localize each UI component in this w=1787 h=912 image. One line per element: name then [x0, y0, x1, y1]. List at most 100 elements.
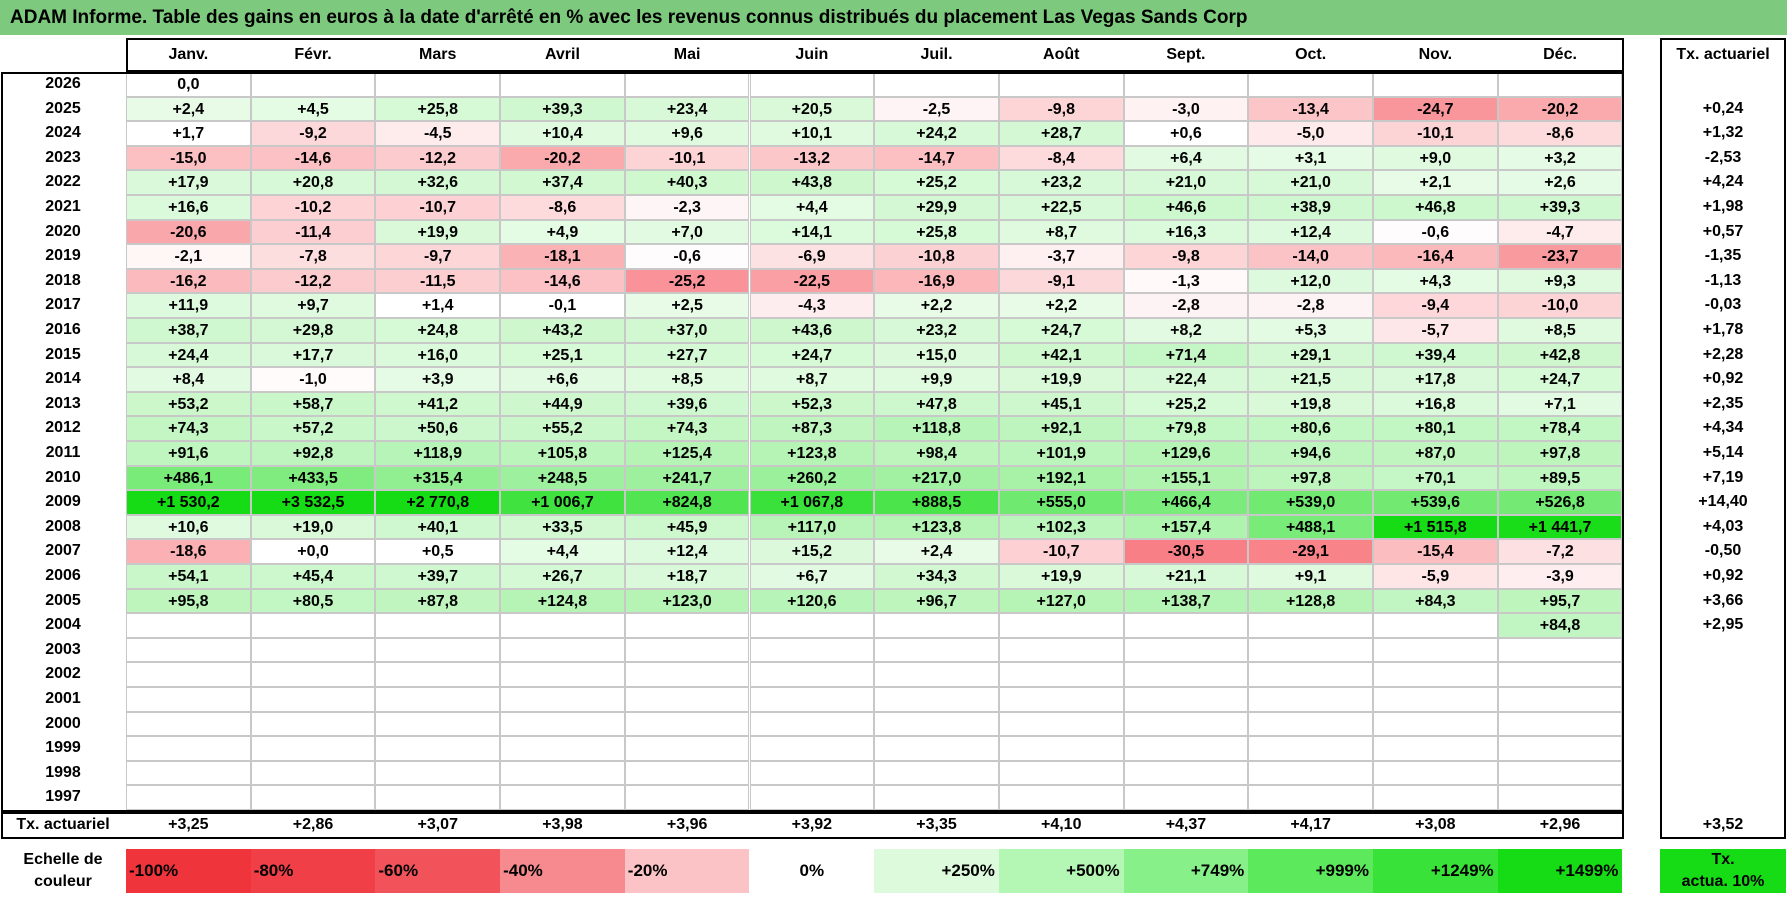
table-cell: +32,6 [375, 170, 501, 195]
color-scale-label: Echelle de couleur [0, 849, 126, 893]
table-cell: +10,4 [500, 121, 625, 146]
table-cell: +1,4 [375, 293, 501, 318]
year-rate: +0,92 [1702, 370, 1744, 388]
table-cell: +25,8 [375, 96, 501, 122]
table-cell: +26,7 [500, 564, 625, 589]
table-cell: +87,0 [1373, 441, 1498, 466]
table-cell [1248, 613, 1373, 638]
table-cell: +129,6 [1123, 441, 1249, 466]
table-cell: +6,4 [1123, 145, 1249, 171]
table-cell: +15,2 [749, 539, 875, 564]
year-rate: +3,66 [1702, 591, 1744, 609]
table-cell: +5,3 [1248, 318, 1373, 343]
table-cell: +50,6 [375, 416, 501, 441]
year-label: 2026 [45, 75, 81, 92]
table-cell: -23,7 [1497, 244, 1623, 269]
table-cell: +53,2 [126, 391, 251, 417]
table-cell: +8,5 [624, 367, 750, 392]
table-cell [250, 711, 376, 737]
table-cell [375, 736, 501, 761]
table-cell [749, 72, 875, 97]
color-scale-swatch: -40% [500, 849, 625, 893]
table-cell: -9,2 [250, 121, 376, 146]
table-cell [874, 760, 999, 786]
table-cell: -10,0 [1497, 293, 1623, 318]
table-cell: +24,7 [998, 318, 1124, 343]
table-cell: +123,0 [624, 588, 750, 614]
table-cell: +12,0 [1248, 268, 1373, 294]
year-label: 2011 [45, 444, 81, 461]
month-header: Sept. [1166, 46, 1206, 63]
table-cell: +2,2 [874, 293, 999, 318]
table-cell: +192,1 [998, 465, 1124, 491]
table-cell: +16,6 [126, 195, 251, 220]
year-label: 2005 [45, 591, 81, 609]
color-scale-label-line1: Echelle de [23, 851, 103, 868]
table-cell [1123, 711, 1249, 737]
table-cell: +7,1 [1497, 391, 1623, 417]
table-cell: +91,6 [126, 441, 251, 466]
table-cell: +539,0 [1248, 490, 1373, 515]
footer-rate-cell: +4,10 [1040, 816, 1082, 833]
table-cell: +4,9 [500, 219, 625, 245]
table-cell [500, 785, 625, 810]
table-cell: +16,3 [1123, 219, 1249, 245]
table-cell: -10,1 [1373, 121, 1498, 146]
table-cell: +89,5 [1497, 465, 1623, 491]
table-cell: -14,6 [250, 145, 376, 171]
table-cell [500, 711, 625, 737]
table-cell: +824,8 [624, 490, 750, 515]
table-cell [624, 637, 750, 663]
table-cell: +39,3 [500, 96, 625, 122]
year-rate [1660, 662, 1786, 687]
table-cell [1373, 72, 1498, 97]
year-rate: -0,03 [1704, 296, 1742, 314]
table-cell: +9,3 [1497, 268, 1623, 294]
table-cell: +118,8 [874, 416, 999, 441]
table-cell [1248, 785, 1373, 810]
table-cell: +8,2 [1123, 318, 1249, 343]
table-cell: +78,4 [1497, 416, 1623, 441]
table-cell [874, 711, 999, 737]
year-label: 2000 [45, 714, 81, 732]
table-cell: +23,4 [624, 96, 750, 122]
table-cell: -4,5 [375, 121, 501, 146]
table-cell [375, 613, 501, 638]
table-cell: +7,0 [624, 219, 750, 245]
table-cell: -8,6 [1497, 121, 1623, 146]
table-cell: +123,8 [874, 514, 999, 540]
table-cell: +888,5 [874, 490, 999, 515]
year-label: 2003 [45, 640, 81, 658]
table-cell: +102,3 [998, 514, 1124, 540]
month-header: Janv. [168, 46, 209, 63]
table-cell: +6,6 [500, 367, 625, 392]
table-cell: -12,2 [250, 268, 376, 294]
table-cell [126, 687, 251, 712]
table-cell: +24,2 [874, 121, 999, 146]
year-label: 2001 [45, 690, 81, 707]
month-header: Mai [673, 46, 701, 63]
footer-rate-cell: +4,17 [1290, 816, 1331, 833]
table-cell: +16,8 [1373, 391, 1498, 417]
table-cell: +37,0 [624, 318, 750, 343]
year-label: 2002 [45, 665, 81, 683]
table-cell: +125,4 [624, 441, 750, 466]
table-cell: +16,0 [375, 342, 501, 368]
year-rate: +0,92 [1702, 567, 1744, 584]
table-cell [500, 662, 625, 687]
color-scale-label-line2: couleur [34, 873, 92, 890]
table-cell: +2,2 [998, 293, 1124, 318]
table-cell [1373, 662, 1498, 687]
table-cell: +43,2 [500, 318, 625, 343]
table-cell: -14,6 [500, 268, 625, 294]
table-cell: +124,8 [500, 588, 625, 614]
table-cell: -10,1 [624, 145, 750, 171]
table-cell: +45,1 [998, 391, 1124, 417]
table-cell: +19,8 [1248, 391, 1373, 417]
table-cell: +42,8 [1497, 342, 1623, 368]
table-cell: +19,9 [998, 564, 1124, 589]
table-cell [624, 785, 750, 810]
table-cell: -14,7 [874, 145, 999, 171]
table-cell [1497, 687, 1623, 712]
year-rate [1660, 736, 1786, 761]
